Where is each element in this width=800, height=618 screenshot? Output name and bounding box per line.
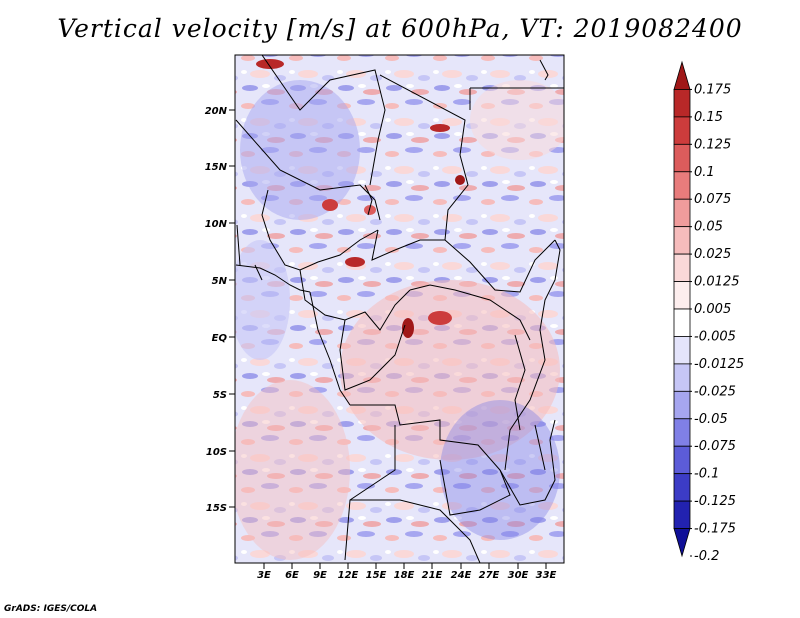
colorbar-label: 0.05 [694, 220, 723, 235]
colorbar-swatch [673, 363, 691, 392]
colorbar-swatch [673, 473, 691, 502]
lon-label: 27E [479, 570, 500, 581]
colorbar-label: 0.175 [694, 82, 731, 97]
lat-label: 10S [206, 447, 227, 458]
colorbar-label: -0.2 [694, 549, 719, 564]
lat-label: 20N [205, 106, 228, 117]
colorbar-label: -0.025 [694, 384, 736, 399]
colorbar-label: 0.025 [694, 247, 731, 262]
colorbar-swatch [673, 143, 691, 173]
lat-label: 5N [212, 276, 228, 287]
lat-label: 10N [205, 219, 228, 230]
colorbar-label: -0.175 [694, 522, 736, 537]
country-borders [235, 55, 564, 563]
colorbar-label: 0.005 [694, 302, 731, 317]
colorbar-label: -0.0125 [694, 357, 744, 372]
colorbar-swatch [673, 500, 691, 529]
colorbar-label: -0.05 [694, 412, 728, 427]
lat-label: 15S [206, 503, 227, 514]
lon-label: 21E [422, 570, 443, 581]
lat-label: 5S [213, 390, 227, 401]
colorbar-swatch [673, 418, 691, 447]
colorbar-label: -0.125 [694, 494, 736, 509]
lon-label: 6E [285, 570, 299, 581]
colorbar-swatch [673, 336, 691, 365]
latitude-labels: 20N 15N 10N 5N EQ 5S 10S 15S [205, 106, 228, 514]
lon-label: 30E [508, 570, 529, 581]
colorbar-label: 0.1 [694, 165, 715, 180]
lon-label: 3E [257, 570, 271, 581]
lon-label: 12E [338, 570, 359, 581]
colorbar-label: 0.075 [694, 192, 731, 207]
credit-text: GrADS: IGES/COLA [4, 604, 98, 614]
lat-label: EQ [212, 333, 228, 344]
lon-label: 18E [394, 570, 415, 581]
map-frame [234, 54, 565, 564]
colorbar-swatch [673, 60, 691, 90]
latitude-axis [229, 109, 235, 508]
lon-label: 24E [451, 570, 472, 581]
colorbar-swatch [673, 528, 691, 558]
colorbar-swatch [673, 116, 691, 145]
velocity-field [235, 55, 564, 563]
colorbar-swatch [673, 198, 691, 228]
colorbar-label: 0.15 [694, 110, 723, 125]
longitude-labels: 3E 6E 9E 12E 15E 18E 21E 24E 27E 30E 33E [257, 570, 556, 581]
lon-label: 15E [366, 570, 387, 581]
longitude-axis [263, 563, 547, 569]
colorbar-label: -0.1 [694, 467, 719, 482]
lat-label: 15N [205, 162, 228, 173]
colorbar-swatch [673, 445, 691, 475]
colorbar: 0.175 0.15 0.125 0.1 0.075 0.05 0.025 0.0125 0.0… [673, 60, 744, 564]
colorbar-swatch [673, 171, 691, 200]
colorbar-swatch [673, 253, 691, 282]
map-title: Vertical velocity [m/s] at 600hPa, VT: 2… [57, 14, 743, 43]
colorbar-swatch [673, 89, 691, 118]
colorbar-label: 0.125 [694, 137, 731, 152]
colorbar-label: -0.005 [694, 329, 736, 344]
colorbar-swatch [673, 390, 691, 420]
colorbar-label: 0.0125 [694, 275, 740, 290]
lon-label: 33E [536, 570, 557, 581]
lon-label: 9E [313, 570, 327, 581]
colorbar-swatch [673, 226, 691, 255]
colorbar-swatch [673, 308, 691, 337]
colorbar-label: -0.075 [694, 439, 736, 454]
colorbar-swatch [673, 281, 691, 310]
